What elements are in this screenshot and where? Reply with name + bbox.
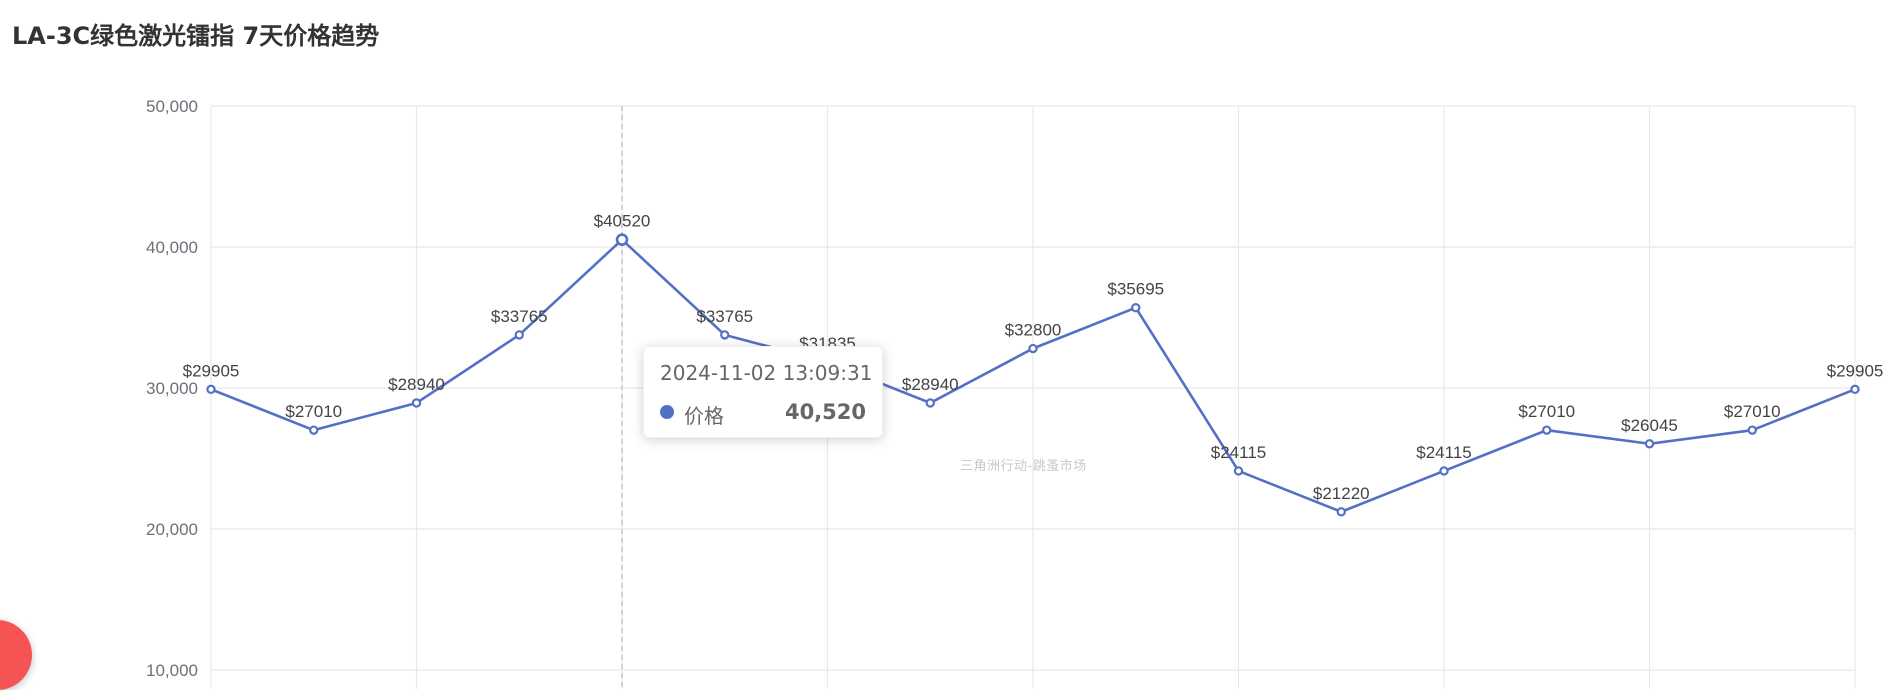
y-tick-label: 50,000 xyxy=(146,97,198,116)
data-label: $27010 xyxy=(1724,402,1781,421)
data-point[interactable] xyxy=(615,233,629,246)
data-label: $27010 xyxy=(285,402,342,421)
data-point[interactable] xyxy=(1644,439,1655,449)
chart-title: LA-3C绿色激光镭指 7天价格趋势 xyxy=(12,22,380,50)
data-label: $29905 xyxy=(183,361,240,380)
y-tick-label: 10,000 xyxy=(146,661,198,680)
data-point[interactable] xyxy=(1131,303,1141,313)
data-point[interactable] xyxy=(1542,425,1552,435)
data-point[interactable] xyxy=(1850,384,1860,395)
data-tooltip: 2024-11-02 13:09:31 价格 40,520 xyxy=(643,346,883,438)
data-point[interactable] xyxy=(925,398,935,408)
data-label: $27010 xyxy=(1518,402,1575,421)
data-label: $33765 xyxy=(696,307,753,326)
data-label: $32800 xyxy=(1005,321,1062,340)
data-label: $21220 xyxy=(1313,484,1370,503)
tooltip-time: 2024-11-02 13:09:31 xyxy=(660,361,873,385)
data-point[interactable] xyxy=(411,398,422,408)
data-point[interactable] xyxy=(1747,425,1757,435)
tooltip-value: 40,520 xyxy=(784,400,866,424)
tooltip-series-name: 价格 xyxy=(684,404,724,428)
data-label: $26045 xyxy=(1621,416,1678,435)
data-label: $40520 xyxy=(594,212,651,231)
data-point[interactable] xyxy=(720,330,730,340)
data-label: $35695 xyxy=(1107,280,1164,299)
data-label: $24115 xyxy=(1211,443,1266,462)
data-point[interactable] xyxy=(1336,507,1346,517)
data-label: $29905 xyxy=(1827,361,1884,380)
data-label: $28940 xyxy=(388,375,445,394)
data-point[interactable] xyxy=(1028,343,1038,354)
y-tick-label: 40,000 xyxy=(146,238,198,257)
data-label: $33765 xyxy=(491,307,548,326)
data-label: $28940 xyxy=(902,375,959,394)
data-point[interactable] xyxy=(1233,466,1244,476)
data-point[interactable] xyxy=(514,330,524,340)
series-marker-icon xyxy=(660,405,674,419)
y-tick-label: 30,000 xyxy=(146,379,198,398)
data-point[interactable] xyxy=(309,425,319,435)
data-point[interactable] xyxy=(206,384,216,395)
data-point[interactable] xyxy=(1439,466,1449,476)
y-tick-label: 20,000 xyxy=(146,520,198,539)
data-label: $24115 xyxy=(1416,443,1471,462)
watermark: 三角洲行动-跳蚤市场 xyxy=(960,459,1087,474)
